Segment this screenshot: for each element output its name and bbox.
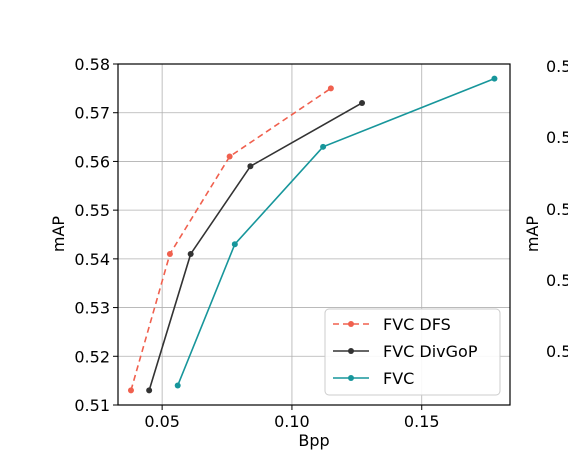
plot-frame bbox=[117, 63, 511, 406]
legend-label-fvc: FVC bbox=[383, 369, 414, 388]
y-axis-label: mAP bbox=[49, 216, 68, 253]
data-point-fvc-divgop bbox=[359, 99, 366, 106]
second-chart-partial: mAP 0.5 0.5 0.5 0.5 0.5 bbox=[523, 57, 568, 361]
legend-marker-fvc-dfs bbox=[348, 321, 354, 327]
legend-label-fvc-divgop: FVC DivGoP bbox=[383, 342, 478, 361]
legend-marker-fvc-divgop bbox=[348, 348, 354, 354]
grid bbox=[118, 63, 510, 406]
second-chart-y-tick-label: 0.5 bbox=[546, 342, 568, 361]
data-point-fvc-divgop bbox=[247, 163, 254, 170]
data-point-fvc-dfs bbox=[127, 387, 134, 394]
x-tick-label: 0.05 bbox=[144, 412, 180, 431]
second-chart-y-tick-label: 0.5 bbox=[546, 57, 568, 76]
data-point-fvc-dfs bbox=[327, 85, 334, 92]
legend-marker-fvc bbox=[348, 375, 354, 381]
y-tick-label: 0.51 bbox=[74, 396, 110, 415]
x-tick-label: 0.15 bbox=[404, 412, 440, 431]
series-line-fvc-divgop bbox=[148, 102, 363, 391]
data-point-fvc-dfs bbox=[166, 250, 173, 257]
y-tick-label: 0.56 bbox=[74, 152, 110, 171]
y-tick-label: 0.58 bbox=[74, 55, 110, 74]
y-tick-label: 0.52 bbox=[74, 347, 110, 366]
y-tick-label: 0.53 bbox=[74, 299, 110, 318]
second-chart-y-tick-label: 0.5 bbox=[546, 128, 568, 147]
legend-label-fvc-dfs: FVC DFS bbox=[383, 315, 451, 334]
x-tick-label: 0.10 bbox=[274, 412, 310, 431]
series-lines bbox=[127, 75, 498, 394]
data-point-fvc-dfs bbox=[226, 153, 233, 160]
y-tick-label: 0.57 bbox=[74, 104, 110, 123]
second-chart-y-tick-label: 0.5 bbox=[546, 200, 568, 219]
data-point-fvc bbox=[320, 143, 327, 150]
legend-box bbox=[324, 308, 501, 396]
data-point-fvc bbox=[231, 241, 238, 248]
series-line-fvc bbox=[176, 77, 495, 386]
data-point-fvc bbox=[491, 75, 498, 82]
y-tick-label: 0.54 bbox=[74, 250, 110, 269]
x-axis-label: Bpp bbox=[298, 431, 329, 450]
y-axis-label-2: mAP bbox=[523, 216, 542, 253]
second-chart-y-tick-label: 0.5 bbox=[546, 271, 568, 290]
data-point-fvc-divgop bbox=[187, 250, 194, 257]
legend: FVC DFS FVC DivGoP FVC bbox=[324, 308, 501, 396]
data-point-fvc-divgop bbox=[146, 387, 153, 394]
series-line-fvc-dfs bbox=[130, 87, 332, 391]
data-point-fvc bbox=[174, 382, 181, 389]
axis-ticks: 0.51 0.52 0.53 0.54 0.55 0.56 0.57 0.58 0.05 0.10… bbox=[74, 55, 439, 431]
y-tick-label: 0.55 bbox=[74, 201, 110, 220]
